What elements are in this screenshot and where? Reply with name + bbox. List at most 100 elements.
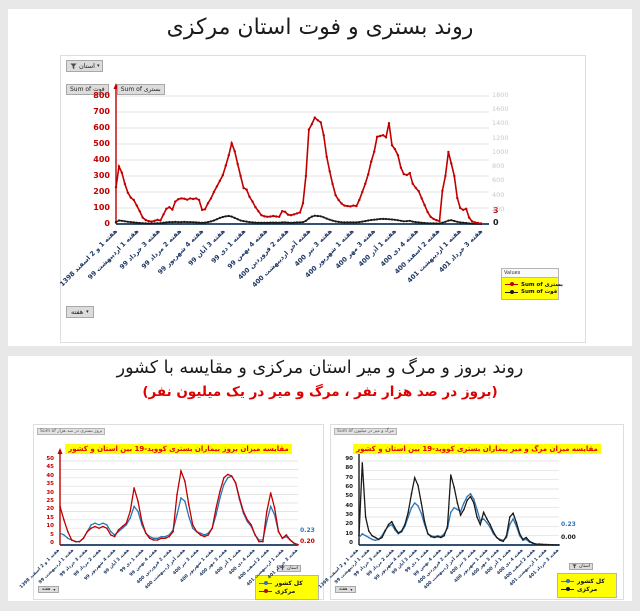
- secondary-y-axis-tick-label: 1600: [492, 105, 509, 114]
- y-axis-tick-label: 10: [46, 523, 54, 530]
- y-axis-tick-label: 100: [93, 203, 110, 212]
- legend-label: Sum of فوت: [521, 289, 558, 295]
- y-axis-tick-label: 50: [345, 493, 353, 500]
- province-filter-button[interactable]: استان: [569, 563, 594, 570]
- secondary-y-axis-tick-label: 1000: [492, 147, 509, 156]
- hospitalization-death-chart: استان ▾ Sum of فوت Sum of بستری 3 0 Valu…: [58, 55, 586, 343]
- week-button-label: هفته: [42, 587, 51, 592]
- pivot-field-buttons: Sum of فوت Sum of بستری: [66, 76, 168, 95]
- y-axis-tick-label: 15: [46, 514, 54, 521]
- secondary-y-axis-tick-label: 1800: [492, 91, 509, 99]
- filter-icon: [70, 62, 77, 69]
- chart-title: مقایسه میزان بروز بیماران بستری کووید-19…: [65, 444, 292, 454]
- y-axis-tick-label: 40: [345, 502, 353, 509]
- y-axis-tick-label: 20: [46, 506, 54, 513]
- week-axis-field-button[interactable]: هفته ▾: [66, 306, 94, 318]
- legend-item-province: مرکزی: [561, 586, 613, 593]
- legend-item-death: Sum of فوت: [505, 289, 558, 295]
- legend-item-province: مرکزی: [259, 588, 315, 595]
- y-axis-tick-label: 25: [46, 498, 54, 504]
- y-axis-tick-label: 60: [345, 484, 353, 490]
- week-button-label: هفته: [71, 308, 84, 316]
- legend-label: کل کشور: [577, 577, 605, 585]
- legend-header: Values: [501, 268, 559, 277]
- legend-label: مرکزی: [275, 588, 296, 595]
- y-axis-tick-label: 90: [345, 456, 353, 462]
- legend-marker-province: [561, 587, 574, 592]
- series-end-label-province: 0.00: [561, 534, 576, 541]
- province-filter-button[interactable]: استان ▾: [66, 60, 104, 72]
- series-end-label-country: 0.23: [561, 521, 576, 528]
- y-axis-tick-label: 800: [93, 91, 110, 100]
- y-axis-tick-label: 70: [345, 474, 353, 481]
- dropdown-icon: ▾: [86, 309, 89, 315]
- legend-marker-country: [259, 580, 272, 585]
- secondary-y-axis-tick-label: 1200: [492, 133, 509, 142]
- series-end-label-country: 0.23: [300, 527, 315, 534]
- dropdown-icon: ▾: [53, 587, 56, 592]
- y-axis-tick-label: 200: [93, 187, 110, 196]
- mortality-comparison-chart: Sum of مرگ و میر در میلیون مقایسه میزان …: [318, 424, 624, 600]
- y-axis-tick-label: 400: [93, 155, 110, 164]
- filter-label: استان: [287, 566, 299, 571]
- series-end-label-death: 0: [493, 218, 499, 227]
- chart-title-wrap: مقایسه میزان مرگ و میر بیماران بستری کوو…: [331, 436, 623, 455]
- legend-label: کل کشور: [275, 579, 303, 587]
- series-line: [358, 462, 559, 546]
- legend-label: مرکزی: [577, 586, 598, 593]
- filter-icon: [572, 564, 577, 569]
- series-line: [358, 492, 559, 546]
- y-axis-tick-label: 0: [104, 219, 110, 228]
- incidence-comparison-canvas: [57, 448, 299, 546]
- field-button-sum-of-hospitalized[interactable]: Sum of بستری: [116, 84, 165, 95]
- field-button-sum-of-death[interactable]: Sum of فوت: [66, 84, 109, 95]
- legend-marker-hospitalized: [505, 282, 518, 287]
- dropdown-icon: ▾: [350, 587, 353, 592]
- legend-item-hospitalized: Sum of بستری: [505, 282, 563, 288]
- series-line: [115, 214, 482, 225]
- y-axis-tick-label: 700: [93, 107, 110, 116]
- y-axis-tick-label: 40: [46, 472, 54, 479]
- secondary-y-axis-tick-label: 800: [492, 162, 505, 171]
- filter-icon: [280, 566, 285, 571]
- chart-title: مقایسه میزان مرگ و میر بیماران بستری کوو…: [353, 444, 601, 454]
- legend-item-country: کل کشور: [259, 580, 315, 587]
- page-title-top: روند بستری و فوت استان مرکزی: [166, 15, 474, 40]
- field-button-incidence[interactable]: Sum of بروز بستری در صد هزار: [37, 428, 106, 435]
- chart-legend: Values Sum of بستری Sum of فوت: [501, 268, 563, 300]
- y-axis-tick-label: 45: [46, 464, 54, 471]
- y-axis-tick-label: 600: [93, 123, 110, 132]
- dropdown-icon: ▾: [96, 63, 100, 69]
- secondary-y-axis-tick-label: 1400: [492, 119, 509, 128]
- province-filter-button[interactable]: استان: [277, 565, 302, 572]
- y-axis-tick-label: 30: [46, 489, 54, 496]
- secondary-y-axis-tick-label: 400: [492, 190, 505, 199]
- legend-marker-province: [259, 589, 272, 594]
- week-axis-field-button[interactable]: هفته ▾: [38, 586, 60, 593]
- y-axis-tick-label: 5: [50, 531, 54, 538]
- page-subtitle-bottom: (بروز در صد هزار نفر ، مرگ و میر در یک م…: [142, 384, 498, 400]
- week-axis-field-button[interactable]: هفته ▾: [335, 586, 357, 593]
- secondary-y-axis-tick-label: 200: [492, 204, 505, 213]
- page-title-bottom: روند بروز و مرگ و میر استان مرکزی و مقای…: [116, 358, 524, 378]
- field-button-mortality[interactable]: Sum of مرگ و میر در میلیون: [334, 428, 397, 435]
- legend-marker-country: [561, 578, 574, 583]
- legend-label: Sum of بستری: [521, 281, 563, 288]
- series-end-label-hospitalized: 3: [493, 206, 499, 215]
- series-end-label-province: 0.20: [300, 538, 315, 545]
- incidence-comparison-chart: Sum of بروز بستری در صد هزار مقایسه میزا…: [19, 424, 324, 600]
- y-axis-tick-label: 35: [46, 481, 54, 488]
- y-axis-tick-label: 10: [345, 530, 353, 537]
- legend-item-country: کل کشور: [561, 578, 613, 585]
- chart-legend: کل کشور مرکزی: [255, 575, 319, 600]
- y-axis-tick-label: 500: [93, 139, 110, 148]
- week-button-label: هفته: [339, 587, 348, 592]
- hospitalization-death-trend-canvas: [113, 83, 489, 226]
- y-axis-tick-label: 0: [349, 540, 353, 546]
- y-axis-tick-label: 300: [93, 171, 110, 180]
- chart-legend: کل کشور مرکزی: [557, 573, 617, 598]
- y-axis-tick-label: 20: [345, 521, 353, 528]
- y-axis-tick-label: 50: [46, 456, 54, 462]
- y-axis-tick-label: 30: [345, 512, 353, 518]
- legend-marker-death: [505, 289, 518, 294]
